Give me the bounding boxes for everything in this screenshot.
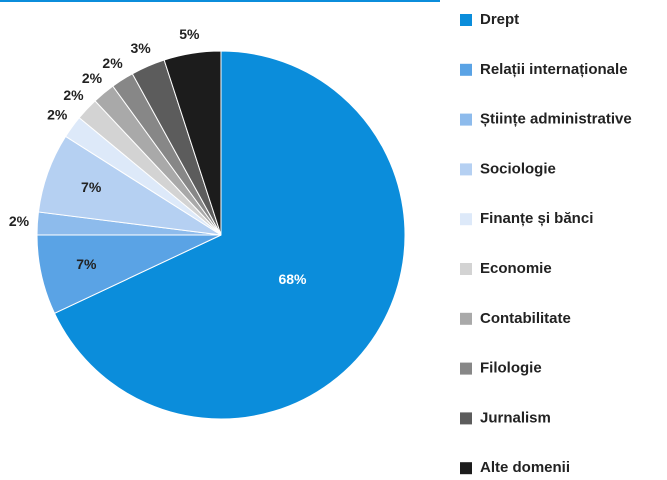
pie-slice [53,50,406,420]
legend-label: Alte domenii [480,459,570,476]
legend-swatch [460,362,472,375]
slice-label: 2% [47,107,68,123]
legend-label: Jurnalism [480,409,551,426]
legend-swatch [460,312,472,325]
legend-swatch [460,14,472,26]
slice-label: 2% [102,55,123,71]
legend-label: Drept [480,11,519,28]
slice-label: 68% [278,271,307,287]
slice-label: 7% [76,256,97,272]
legend-swatch [460,113,472,126]
legend-label: Finanțe și bănci [480,210,593,227]
slice-label: 2% [9,213,30,229]
legend-swatch [460,163,472,176]
legend-label: Sociologie [480,160,556,177]
legend-label: Contabilitate [480,310,571,327]
slice-label: 7% [81,179,102,195]
legend-label: Economie [480,260,552,277]
legend-swatch [460,63,472,76]
legend-label: Științe administrative [480,111,632,128]
legend-label: Filologie [480,360,542,377]
slice-label: 2% [82,70,103,86]
legend-label: Relații internaționale [480,61,628,78]
legend-swatch [460,213,472,226]
legend-swatch [460,462,472,475]
slice-label: 3% [131,40,152,56]
slice-label: 2% [63,87,84,103]
legend-swatch [460,263,472,275]
legend-swatch [460,412,472,425]
slice-label: 5% [179,26,200,42]
pie-slice [163,50,222,236]
